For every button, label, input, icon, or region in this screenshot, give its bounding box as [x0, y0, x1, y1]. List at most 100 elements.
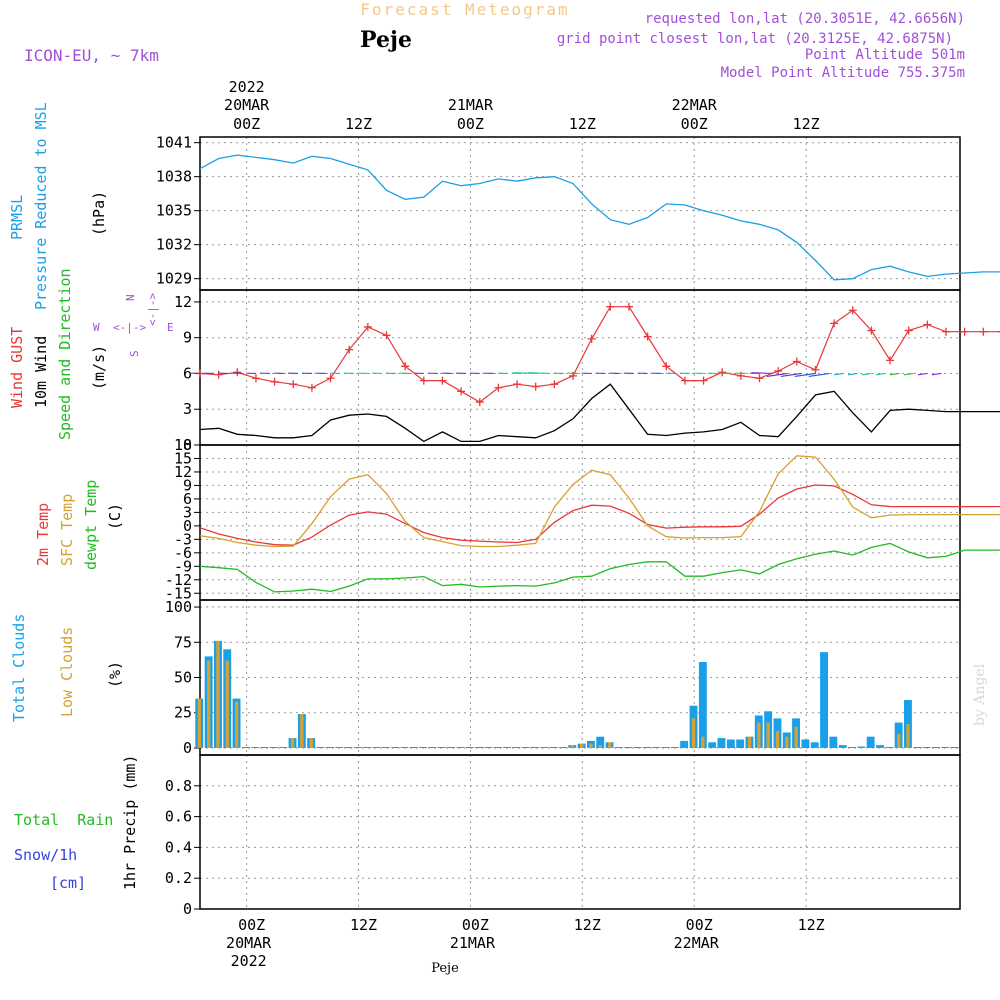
total-cloud-bar: [400, 747, 409, 748]
total-cloud-bar: [419, 747, 427, 748]
total-cloud-bar: [680, 740, 689, 748]
total-cloud-bar: [260, 747, 269, 748]
frame-precipitation: [199, 754, 961, 910]
ytick-label-precipitation-4: 0.8: [165, 777, 192, 795]
gust-point: [531, 382, 540, 391]
total-cloud-bar: [904, 700, 912, 748]
total-cloud-bar: [624, 747, 633, 748]
gust-point: [755, 374, 764, 383]
ytick-label-wind-4: 12: [174, 293, 192, 311]
header-location: Peje: [360, 27, 412, 53]
pressure-label-2: Pressure Reduced to MSL: [32, 102, 50, 310]
precip-unit: 1hr Precip (mm): [121, 755, 139, 890]
top-time-label: 00Z: [457, 115, 484, 133]
ytick-label-precipitation-1: 0.2: [165, 869, 192, 887]
gust-point: [699, 376, 708, 385]
low-cloud-bar: [580, 743, 584, 748]
gust-point: [438, 376, 447, 385]
total-cloud-bar: [251, 747, 260, 748]
ytick-label-temperature-4: -3: [174, 530, 192, 548]
temp-dewpt-line: [199, 542, 1000, 593]
top-date: 20MAR: [224, 96, 270, 114]
wind-unit: (m/s): [90, 345, 108, 390]
bottom-date: 20MAR: [226, 934, 272, 952]
total-cloud-bar: [922, 747, 931, 748]
total-cloud-bar: [316, 747, 325, 748]
low-cloud-bar: [897, 733, 901, 748]
total-cloud-bar: [661, 747, 670, 748]
total-cloud-bar: [428, 747, 437, 748]
total-cloud-bar: [941, 747, 950, 748]
wind-direction-arrow: [861, 372, 872, 376]
gust-point: [363, 322, 372, 331]
gust-point: [289, 380, 298, 389]
ytick-label-temperature-2: -9: [174, 557, 192, 575]
precip-cm-label: [cm]: [50, 874, 86, 892]
gust-point: [997, 331, 1000, 333]
gust-point: [624, 302, 633, 311]
bottom-time-label: 00Z: [686, 916, 713, 934]
panels: 10291032103510381041036912-15-12-9-6-303…: [156, 134, 1000, 918]
low-cloud-bar: [766, 722, 770, 748]
low-cloud-bar: [235, 701, 239, 748]
temp-2m-label: 2m Temp: [34, 503, 52, 566]
wind-direction-arrow: [875, 372, 886, 376]
wind-panel-labels: Wind GUST 10m Wind Speed and Direction (…: [8, 268, 174, 440]
low-cloud-bar: [757, 722, 761, 748]
gust-point: [587, 334, 596, 343]
pressure-panel-labels: PRMSL Pressure Reduced to MSL (hPa): [8, 102, 108, 310]
total-cloud-bar: [708, 742, 717, 748]
ytick-label-temperature-7: 6: [183, 490, 192, 508]
total-cloud-bar: [932, 747, 940, 748]
low-cloud-bar: [309, 738, 313, 748]
wind-direction-arrow: [889, 372, 900, 376]
gust-point: [214, 370, 223, 379]
panel-pressure: 1029 1032 1035 1038 1041: [156, 134, 1000, 291]
top-date: 21MAR: [448, 96, 494, 114]
pressure-unit: (hPa): [90, 191, 108, 236]
gust-point: [233, 368, 242, 377]
panel-wind: 0 3 6 9 12: [174, 289, 1000, 454]
total-cloud-bar: [363, 747, 372, 748]
low-cloud-bar: [794, 726, 798, 748]
compass-e: E: [167, 321, 174, 334]
total-cloud-bar: [381, 747, 390, 748]
total-cloud-bar: [670, 747, 679, 748]
low-cloud-bar: [216, 640, 220, 748]
bottom-time-label: 00Z: [238, 916, 265, 934]
low-cloud-bar: [300, 714, 304, 748]
total-cloud-bar: [493, 747, 502, 748]
bottom-time-label: 00Z: [462, 916, 489, 934]
gust-line: [199, 306, 1000, 403]
temp-sfc-label: SFC Temp: [58, 494, 76, 566]
total-cloud-bar: [325, 747, 334, 748]
header-model: ICON-EU, ~ 7km: [24, 46, 159, 65]
total-cloud-bar: [652, 747, 661, 748]
total-cloud-bar: [866, 736, 875, 748]
compass-horiz: <-|->: [113, 321, 146, 334]
gust-point: [307, 383, 316, 392]
ytick-label-wind-1: 3: [183, 400, 192, 418]
ytick-label-temperature-1: -12: [165, 571, 192, 589]
total-cloud-bar: [726, 739, 735, 748]
gust-point: [960, 327, 969, 336]
ytick-label-clouds-4: 100: [165, 598, 192, 616]
ytick-label-temperature-10: 15: [174, 449, 192, 467]
compass-w: W: [93, 321, 100, 334]
wind-gust-label: Wind GUST: [8, 327, 26, 408]
total-cloud-bar: [801, 739, 810, 748]
total-cloud-bar: [242, 747, 250, 748]
panel-clouds: 0 25 50 75 100: [165, 598, 961, 757]
top-year: 2022: [229, 78, 265, 96]
gust-point: [251, 374, 260, 383]
total-cloud-bar: [633, 747, 642, 748]
gust-point: [979, 327, 988, 336]
wind-direction-arrow: [833, 372, 844, 376]
gust-point: [419, 376, 428, 385]
low-cloud-bar: [225, 660, 229, 748]
ytick-label-temperature-5: 0: [183, 517, 192, 535]
